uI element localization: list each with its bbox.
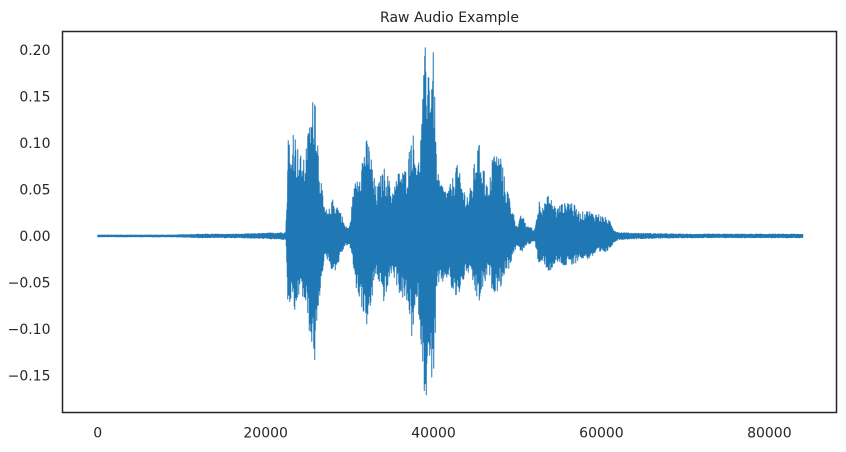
waveform-layer: [97, 47, 804, 396]
x-tick-label: 20000: [243, 426, 288, 442]
x-tick-label: 40000: [411, 426, 456, 442]
x-axis-ticks: 0 20000 40000 60000 80000: [93, 426, 791, 442]
x-tick-label: 80000: [747, 426, 792, 442]
x-tick-label: 0: [93, 426, 102, 442]
y-tick-label: 0.20: [19, 43, 50, 59]
y-tick-label: 0.00: [19, 229, 50, 245]
y-axis-ticks: 0.20 0.15 0.10 0.05 0.00 −0.05 −0.10 −0.15: [8, 43, 51, 384]
waveform-line: [97, 47, 804, 396]
y-tick-label: −0.10: [8, 322, 51, 338]
y-tick-label: 0.05: [19, 182, 50, 198]
y-tick-label: −0.15: [8, 368, 51, 384]
y-tick-label: −0.05: [8, 275, 51, 291]
x-tick-label: 60000: [579, 426, 624, 442]
y-tick-label: 0.15: [19, 90, 50, 106]
chart-title: Raw Audio Example: [380, 10, 519, 26]
plot-frame: [61, 30, 838, 414]
y-tick-label: 0.10: [19, 136, 50, 152]
